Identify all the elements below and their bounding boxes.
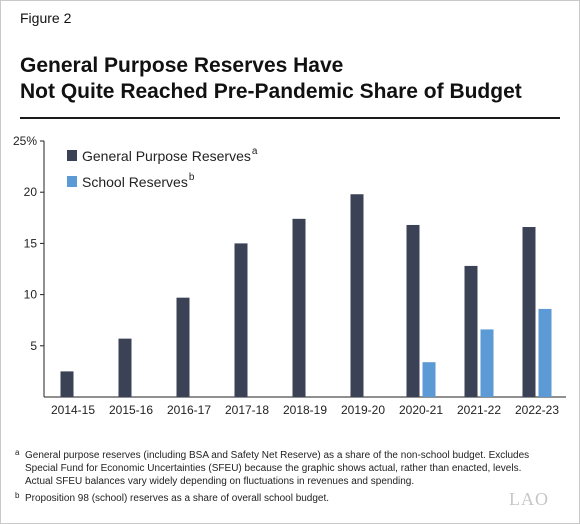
x-tick-label: 2017-18 xyxy=(225,403,269,417)
y-tick-label: 15 xyxy=(24,236,38,250)
bar-general-purpose-reserves xyxy=(464,265,478,397)
legend-label: General Purpose Reserves xyxy=(82,148,251,164)
y-tick-label: 25% xyxy=(13,134,37,148)
footnotes: a General purpose reserves (including BS… xyxy=(15,448,545,505)
footnote-a-text: General purpose reserves (including BSA … xyxy=(25,450,530,487)
x-tick-label: 2019-20 xyxy=(341,403,385,417)
x-tick-label: 2015-16 xyxy=(109,403,153,417)
title-divider xyxy=(20,117,560,119)
x-tick-label: 2022-23 xyxy=(515,403,559,417)
bar-general-purpose-reserves xyxy=(522,227,536,397)
footnote-a-marker: a xyxy=(15,448,20,457)
lao-logo: LAO xyxy=(509,489,549,509)
chart-title: General Purpose Reserves Have Not Quite … xyxy=(20,53,560,105)
x-tick-label: 2021-22 xyxy=(457,403,501,417)
footnote-b-text: Proposition 98 (school) reserves as a sh… xyxy=(25,493,330,504)
legend-label: School Reserves xyxy=(82,174,188,190)
footnote-a: a General purpose reserves (including BS… xyxy=(15,448,545,488)
bar-school-reserves xyxy=(538,308,552,397)
bar-general-purpose-reserves xyxy=(234,243,248,397)
legend-swatch xyxy=(67,176,77,187)
x-tick-label: 2014-15 xyxy=(51,403,95,417)
y-tick-label: 10 xyxy=(24,288,38,302)
y-tick-label: 20 xyxy=(24,185,38,199)
bar-general-purpose-reserves xyxy=(60,371,74,397)
figure-label: Figure 2 xyxy=(20,10,72,26)
bar-school-reserves xyxy=(422,362,436,397)
bar-general-purpose-reserves xyxy=(118,338,132,397)
x-tick-label: 2018-19 xyxy=(283,403,327,417)
legend-superscript: b xyxy=(189,172,195,183)
bar-school-reserves xyxy=(480,329,494,397)
legend-swatch xyxy=(67,150,77,161)
y-tick-label: 5 xyxy=(30,339,37,353)
footnote-b-marker: b xyxy=(15,491,20,500)
chart-title-line-2: Not Quite Reached Pre-Pandemic Share of … xyxy=(20,80,522,103)
chart-title-line-1: General Purpose Reserves Have xyxy=(20,54,344,77)
legend-superscript: a xyxy=(252,146,258,157)
bar-general-purpose-reserves xyxy=(292,218,306,397)
bar-chart: 5 10 15 20 25% 2014-15 2015-16 2016-17 2017-18 20… xyxy=(13,134,566,417)
bar-general-purpose-reserves xyxy=(406,224,420,397)
bar-general-purpose-reserves xyxy=(176,297,190,397)
x-tick-label: 2016-17 xyxy=(167,403,211,417)
x-tick-label: 2020-21 xyxy=(399,403,443,417)
footnote-b: b Proposition 98 (school) reserves as a … xyxy=(15,491,545,505)
bar-general-purpose-reserves xyxy=(350,194,364,397)
